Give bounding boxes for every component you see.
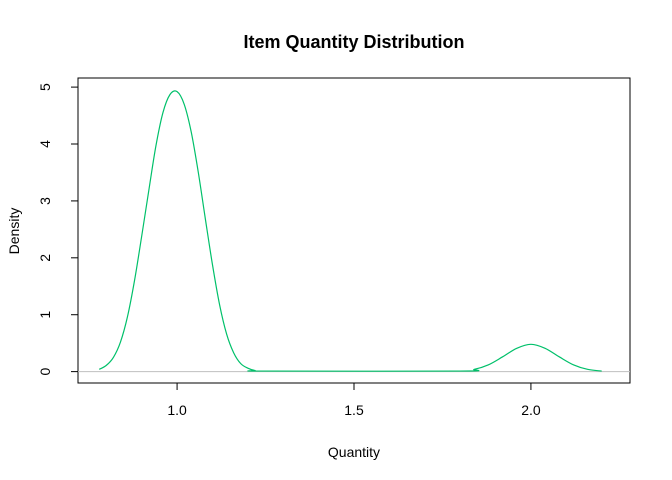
y-tick-label: 3 — [37, 197, 53, 205]
y-axis: 0 1 2 3 4 5 — [37, 83, 79, 376]
x-tick-label: 1.5 — [344, 402, 364, 418]
chart-title: Item Quantity Distribution — [243, 32, 464, 52]
density-line — [98, 90, 602, 372]
y-tick-label: 2 — [37, 254, 53, 262]
y-tick-label: 0 — [37, 368, 53, 376]
x-axis: 1.0 1.5 2.0 — [167, 382, 541, 418]
y-tick-label: 1 — [37, 311, 53, 319]
x-tick-label: 2.0 — [521, 402, 541, 418]
y-tick-label: 5 — [37, 83, 53, 91]
y-tick-label: 4 — [37, 140, 53, 148]
y-axis-label: Density — [6, 208, 22, 255]
x-axis-label: Quantity — [328, 444, 380, 460]
x-tick-label: 1.0 — [167, 402, 187, 418]
